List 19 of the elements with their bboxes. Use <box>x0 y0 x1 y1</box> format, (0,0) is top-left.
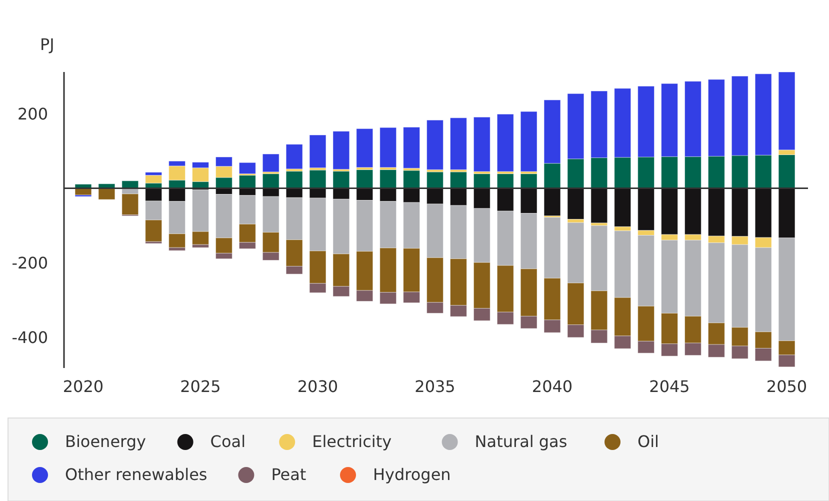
y-axis-title: PJ <box>40 35 54 54</box>
x-tick-label: 2045 <box>649 377 690 396</box>
legend-label: Hydrogen <box>373 465 451 484</box>
x-tick-label: 2025 <box>180 377 221 396</box>
x-tick-label: 2020 <box>62 377 104 396</box>
x-tick-label: 2035 <box>414 377 456 396</box>
legend-label: Coal <box>210 432 246 451</box>
legend-label: Peat <box>271 465 306 484</box>
x-tick-label: 2030 <box>297 377 338 396</box>
legend-label: Electricity <box>312 432 392 451</box>
y-tick-label: 200 <box>17 104 48 124</box>
legend-label: Oil <box>638 432 659 451</box>
legend-label: Natural gas <box>474 432 568 451</box>
x-tick-label: 2050 <box>766 377 808 396</box>
y-tick-label: -400 <box>12 328 48 348</box>
legend-label: Other renewables <box>65 465 208 484</box>
y-tick-label: -200 <box>12 253 48 272</box>
legend-label: Bioenergy <box>65 432 146 451</box>
x-tick-label: 2040 <box>532 377 573 396</box>
